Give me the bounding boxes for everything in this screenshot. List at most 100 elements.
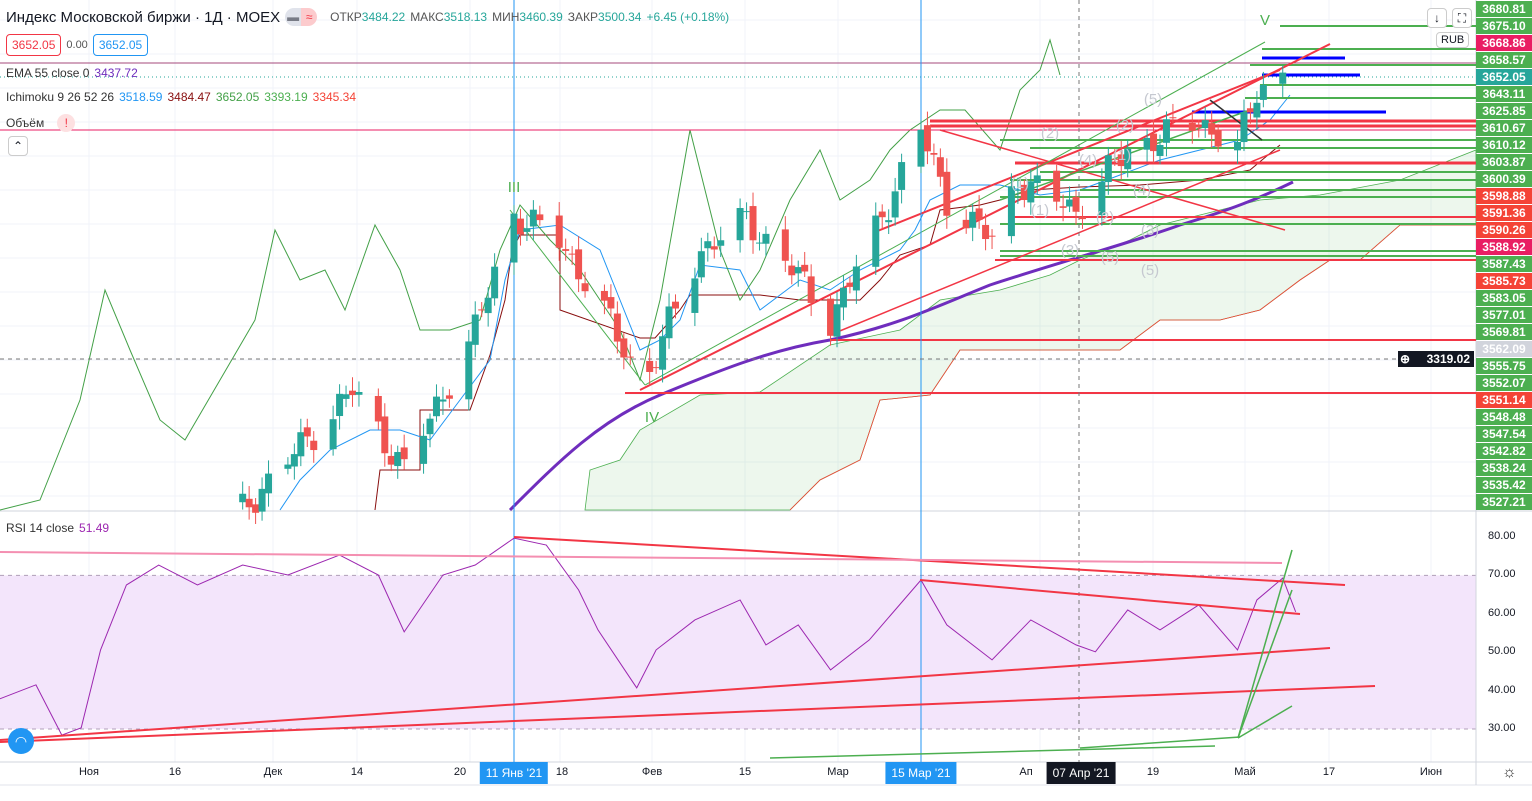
candle (1059, 194, 1067, 222)
candle-body (1246, 108, 1254, 113)
candle-body (1014, 189, 1022, 191)
candle-body (691, 278, 699, 313)
candle-body (1240, 112, 1248, 143)
candle (342, 385, 350, 408)
price-axis-label: 3569.81 (1476, 324, 1532, 340)
candle-body (252, 504, 260, 513)
candle-body (1214, 129, 1222, 147)
rsi-axis-label: 30.00 (1488, 722, 1516, 734)
candle-body (1027, 181, 1035, 203)
buy-button[interactable]: 3652.05 (92, 34, 149, 56)
time-axis-label: Фев (641, 766, 663, 778)
price-axis-label: 3625.85 (1476, 103, 1532, 119)
scroll-down-button[interactable]: ↓ (1427, 8, 1447, 28)
currency-badge[interactable]: RUB (1436, 32, 1470, 48)
candle-body (516, 218, 524, 235)
candle (445, 389, 453, 408)
candle (898, 153, 906, 204)
rsi-trend-line (1079, 736, 1241, 749)
candle (1240, 99, 1248, 152)
volume-legend[interactable]: Объём! (6, 114, 76, 132)
candle (1201, 107, 1209, 138)
candle (846, 276, 854, 294)
candle-body (613, 313, 621, 342)
candle-body (374, 395, 382, 422)
low-value: 3460.39 (519, 10, 563, 24)
candle-body (833, 304, 841, 337)
candle-body (1201, 120, 1209, 129)
candle (600, 284, 608, 315)
collapse-legend-button[interactable]: ⌃ (8, 136, 28, 156)
ichimoku-base: 3484.47 (167, 90, 211, 104)
price-axis-label: 3555.75 (1476, 358, 1532, 374)
candle (1214, 124, 1222, 153)
candle-body (355, 391, 363, 395)
high-label: МАКС (410, 10, 444, 24)
time-axis-label: Мар (827, 766, 849, 778)
trend-line (939, 129, 1286, 231)
price-axis-label: 3591.36 (1476, 205, 1532, 221)
candle (1027, 168, 1035, 215)
fullscreen-button[interactable]: ⛶ (1452, 8, 1472, 28)
candle-body (310, 440, 318, 451)
elliott-wave-label: (3) (1061, 242, 1079, 259)
ichimoku-span-a: 3393.19 (264, 90, 308, 104)
elliott-wave-label: (1) (1011, 175, 1029, 192)
candle (807, 264, 815, 317)
ema-label: EMA 55 close 0 (6, 66, 90, 80)
candle-body (394, 452, 402, 467)
candle (626, 344, 634, 365)
rsi-trend-line (1237, 549, 1293, 739)
candle-body (607, 297, 615, 309)
candle-body (1143, 137, 1151, 150)
candle-body (697, 251, 705, 278)
candle (1156, 134, 1164, 165)
sell-button[interactable]: 3652.05 (6, 34, 62, 56)
candle-body (581, 283, 589, 292)
candle (717, 226, 725, 257)
rsi-trend-line (0, 685, 1376, 743)
candle-body (672, 301, 679, 309)
open-label: ОТКР (330, 10, 362, 24)
time-axis-label: 17 (1322, 766, 1336, 778)
trend-line (1209, 99, 1263, 141)
candle-body (1253, 102, 1261, 118)
rsi-axis-label: 80.00 (1488, 530, 1516, 542)
time-axis-label: Ноя (78, 766, 100, 778)
candle-body (1007, 186, 1015, 237)
candle (749, 192, 757, 254)
ichimoku-legend[interactable]: Ichimoku 9 26 52 26 3518.59 3484.47 3652… (6, 90, 356, 104)
candle-body (600, 290, 608, 301)
time-axis-label: 15 (738, 766, 752, 778)
candle (555, 202, 563, 261)
candle (975, 195, 983, 229)
candle-body (239, 493, 247, 503)
tradingview-logo-icon[interactable]: ◠ (8, 728, 34, 754)
candle-body (885, 220, 893, 223)
candle (1104, 146, 1112, 195)
open-value: 3484.22 (361, 10, 406, 24)
price-axis-label: 3551.14 (1476, 392, 1532, 408)
candle (355, 381, 363, 407)
add-alert-icon[interactable]: ⊕ (1400, 352, 1411, 366)
rsi-trend-line (0, 647, 1331, 741)
candle-body (1059, 206, 1067, 208)
candle (329, 405, 337, 456)
warning-icon[interactable]: ! (57, 114, 76, 132)
ichimoku-label: Ichimoku 9 26 52 26 (6, 90, 115, 104)
rsi-legend[interactable]: RSI 14 close 51.49 (6, 521, 109, 535)
rsi-axis-label: 70.00 (1488, 568, 1516, 581)
candle-body (1098, 181, 1106, 216)
candle-body (1072, 196, 1080, 212)
symbol-title[interactable]: Индекс Московской биржи · 1Д · MOEX (6, 8, 281, 26)
ema-legend[interactable]: EMA 55 close 0 3437.72 (6, 66, 138, 80)
candle-body (575, 249, 583, 280)
spread: 0.00 (66, 39, 88, 51)
ichimoku-conversion-line (279, 94, 1291, 511)
candle-body (846, 282, 854, 287)
candle (562, 238, 570, 261)
candle (704, 232, 712, 262)
candle-body (930, 152, 938, 155)
settings-icon[interactable]: ☼ (1502, 764, 1517, 781)
